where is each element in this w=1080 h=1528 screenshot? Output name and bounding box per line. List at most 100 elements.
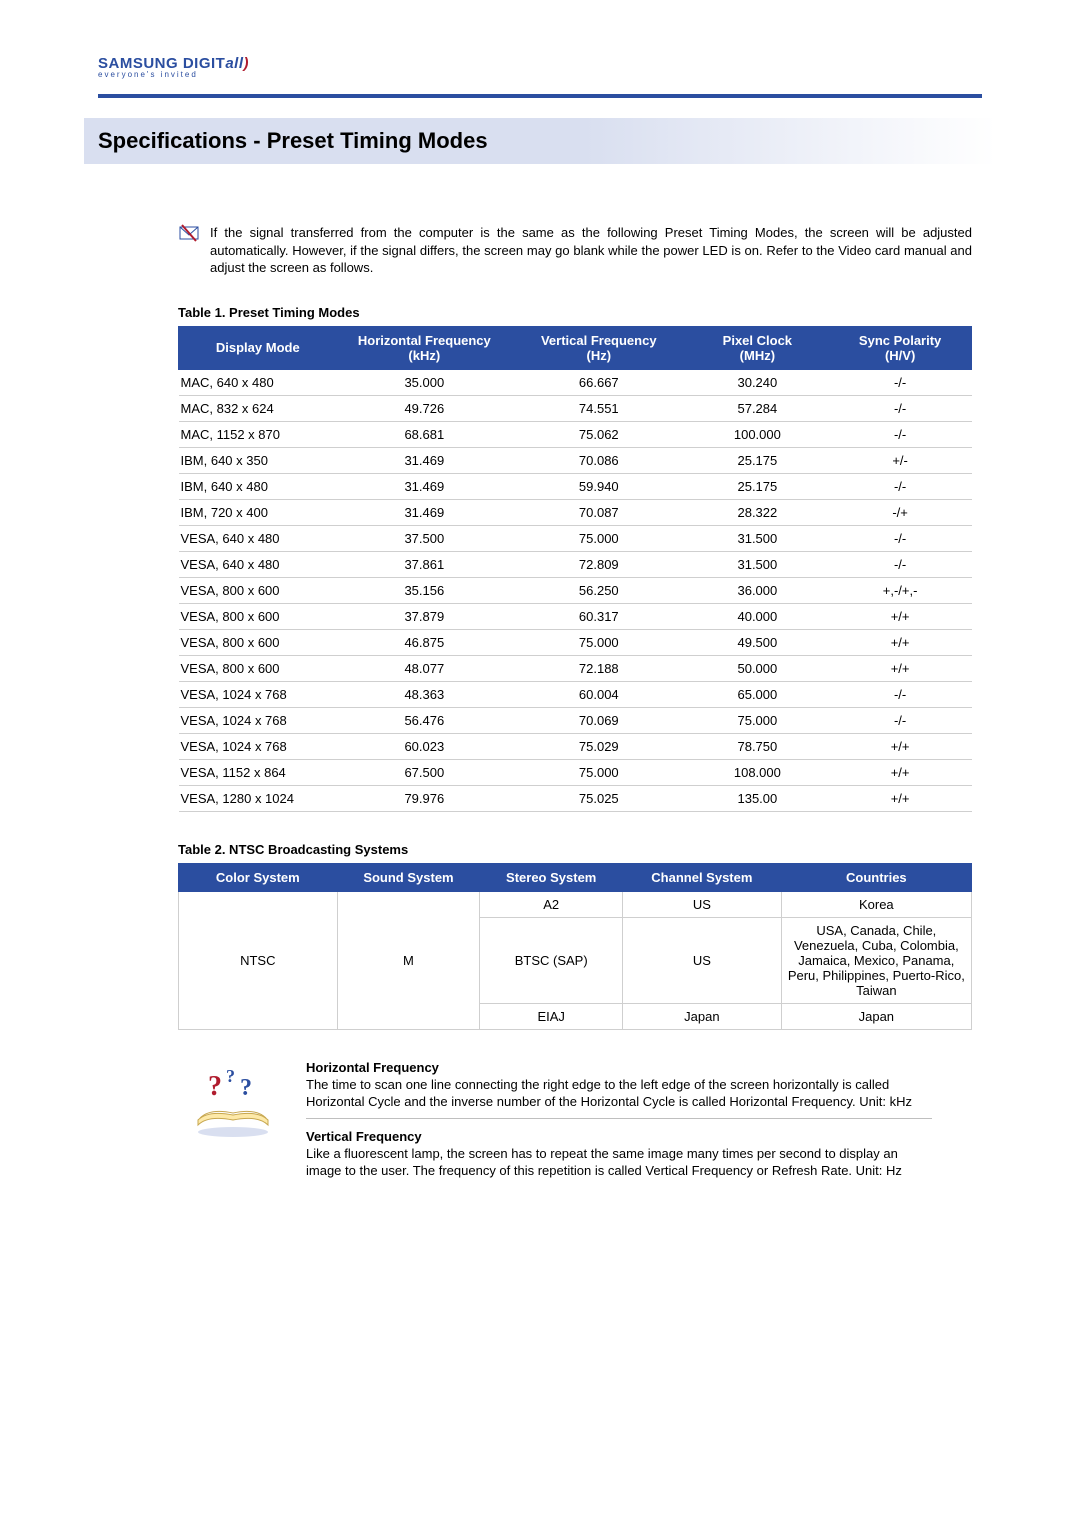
table-cell: 70.087 bbox=[512, 499, 686, 525]
table-row: VESA, 1152 x 86467.50075.000108.000+/+ bbox=[179, 759, 972, 785]
table-row: NTSCMA2USKorea bbox=[179, 891, 972, 917]
table-cell: 36.000 bbox=[686, 577, 829, 603]
table-cell: Japan bbox=[623, 1003, 782, 1029]
table-row: VESA, 800 x 60035.15656.25036.000+,-/+,- bbox=[179, 577, 972, 603]
table-row: IBM, 720 x 40031.46970.08728.322-/+ bbox=[179, 499, 972, 525]
table-cell: 37.879 bbox=[337, 603, 511, 629]
table-cell: -/- bbox=[829, 395, 972, 421]
table-row: MAC, 1152 x 87068.68175.062100.000-/- bbox=[179, 421, 972, 447]
table-cell: +/+ bbox=[829, 759, 972, 785]
table-cell: 60.023 bbox=[337, 733, 511, 759]
table-cell: 40.000 bbox=[686, 603, 829, 629]
table-row: VESA, 800 x 60048.07772.18850.000+/+ bbox=[179, 655, 972, 681]
table-cell: 31.469 bbox=[337, 499, 511, 525]
table1-caption: Table 1. Preset Timing Modes bbox=[178, 305, 972, 320]
table-cell: 49.500 bbox=[686, 629, 829, 655]
table-cell: VESA, 640 x 480 bbox=[179, 525, 338, 551]
table-cell: 135.00 bbox=[686, 785, 829, 811]
table-row: VESA, 800 x 60046.87575.00049.500+/+ bbox=[179, 629, 972, 655]
table-header-cell: Pixel Clock(MHz) bbox=[686, 326, 829, 369]
table-cell: MAC, 640 x 480 bbox=[179, 369, 338, 395]
table-cell: M bbox=[337, 891, 480, 1029]
note-icon bbox=[178, 224, 204, 245]
logo: SAMSUNG DIGITall) everyone's invited bbox=[98, 55, 982, 79]
table-cell: 56.476 bbox=[337, 707, 511, 733]
table-cell: -/- bbox=[829, 525, 972, 551]
table-cell: 30.240 bbox=[686, 369, 829, 395]
table-cell: -/- bbox=[829, 369, 972, 395]
table-cell: 75.000 bbox=[512, 759, 686, 785]
table-cell: IBM, 640 x 350 bbox=[179, 447, 338, 473]
table-cell: 46.875 bbox=[337, 629, 511, 655]
table-row: VESA, 640 x 48037.86172.80931.500-/- bbox=[179, 551, 972, 577]
table-cell: VESA, 800 x 600 bbox=[179, 577, 338, 603]
table-cell: 72.188 bbox=[512, 655, 686, 681]
table-row: IBM, 640 x 48031.46959.94025.175-/- bbox=[179, 473, 972, 499]
table-cell: +/+ bbox=[829, 603, 972, 629]
table-header-cell: Sound System bbox=[337, 863, 480, 891]
table-header-cell: Channel System bbox=[623, 863, 782, 891]
divider-top bbox=[98, 94, 982, 98]
table-cell: 74.551 bbox=[512, 395, 686, 421]
table-cell: -/+ bbox=[829, 499, 972, 525]
page: SAMSUNG DIGITall) everyone's invited Spe… bbox=[0, 0, 1080, 1242]
table2-header-row: Color SystemSound SystemStereo SystemCha… bbox=[179, 863, 972, 891]
table-row: IBM, 640 x 35031.46970.08625.175+/- bbox=[179, 447, 972, 473]
table-header-cell: Display Mode bbox=[179, 326, 338, 369]
table-cell: +,-/+,- bbox=[829, 577, 972, 603]
table-cell: +/+ bbox=[829, 785, 972, 811]
table-cell: 25.175 bbox=[686, 447, 829, 473]
table-cell: 65.000 bbox=[686, 681, 829, 707]
definition-body: Like a fluorescent lamp, the screen has … bbox=[306, 1146, 932, 1180]
table-header-cell: Vertical Frequency(Hz) bbox=[512, 326, 686, 369]
table-cell: 75.000 bbox=[512, 525, 686, 551]
table-cell: MAC, 832 x 624 bbox=[179, 395, 338, 421]
table-cell: 100.000 bbox=[686, 421, 829, 447]
table-cell: VESA, 1024 x 768 bbox=[179, 681, 338, 707]
definitions-block: ? ? ? Horizontal Frequency The time to s… bbox=[178, 1060, 972, 1183]
definition-body: The time to scan one line connecting the… bbox=[306, 1077, 932, 1111]
table-cell: -/- bbox=[829, 707, 972, 733]
table-header-cell: Countries bbox=[781, 863, 971, 891]
title-bar: Specifications - Preset Timing Modes bbox=[84, 118, 996, 164]
table-cell: 59.940 bbox=[512, 473, 686, 499]
table-cell: Japan bbox=[781, 1003, 971, 1029]
table-cell: BTSC (SAP) bbox=[480, 917, 623, 1003]
table-cell: -/- bbox=[829, 551, 972, 577]
page-title: Specifications - Preset Timing Modes bbox=[98, 128, 982, 154]
table-cell: 31.500 bbox=[686, 525, 829, 551]
table-header-cell: Sync Polarity(H/V) bbox=[829, 326, 972, 369]
table-cell: +/+ bbox=[829, 655, 972, 681]
table-row: MAC, 640 x 48035.00066.66730.240-/- bbox=[179, 369, 972, 395]
table2-caption: Table 2. NTSC Broadcasting Systems bbox=[178, 842, 972, 857]
svg-text:?: ? bbox=[226, 1066, 235, 1086]
definition-title: Vertical Frequency bbox=[306, 1129, 932, 1144]
table-cell: 60.317 bbox=[512, 603, 686, 629]
definition-title: Horizontal Frequency bbox=[306, 1060, 932, 1075]
table-cell: 31.469 bbox=[337, 447, 511, 473]
table-row: VESA, 1280 x 102479.97675.025135.00+/+ bbox=[179, 785, 972, 811]
table-cell: -/- bbox=[829, 421, 972, 447]
table-cell: 48.363 bbox=[337, 681, 511, 707]
table-cell: US bbox=[623, 891, 782, 917]
table-cell: +/- bbox=[829, 447, 972, 473]
table-cell: 56.250 bbox=[512, 577, 686, 603]
table-cell: 75.000 bbox=[686, 707, 829, 733]
table-cell: 75.025 bbox=[512, 785, 686, 811]
table-cell: 68.681 bbox=[337, 421, 511, 447]
logo-swoosh: ) bbox=[244, 55, 250, 72]
table-cell: 75.029 bbox=[512, 733, 686, 759]
table-cell: 75.000 bbox=[512, 629, 686, 655]
table-cell: VESA, 800 x 600 bbox=[179, 655, 338, 681]
table1-header-row: Display ModeHorizontal Frequency(kHz)Ver… bbox=[179, 326, 972, 369]
table-cell: +/+ bbox=[829, 629, 972, 655]
table-row: MAC, 832 x 62449.72674.55157.284-/- bbox=[179, 395, 972, 421]
table-cell: 108.000 bbox=[686, 759, 829, 785]
table-row: VESA, 640 x 48037.50075.00031.500-/- bbox=[179, 525, 972, 551]
svg-text:?: ? bbox=[208, 1071, 222, 1102]
table-cell: 60.004 bbox=[512, 681, 686, 707]
table-cell: 35.000 bbox=[337, 369, 511, 395]
definition-item: Vertical Frequency Like a fluorescent la… bbox=[306, 1129, 932, 1180]
definition-separator bbox=[306, 1118, 932, 1119]
table-cell: -/- bbox=[829, 473, 972, 499]
